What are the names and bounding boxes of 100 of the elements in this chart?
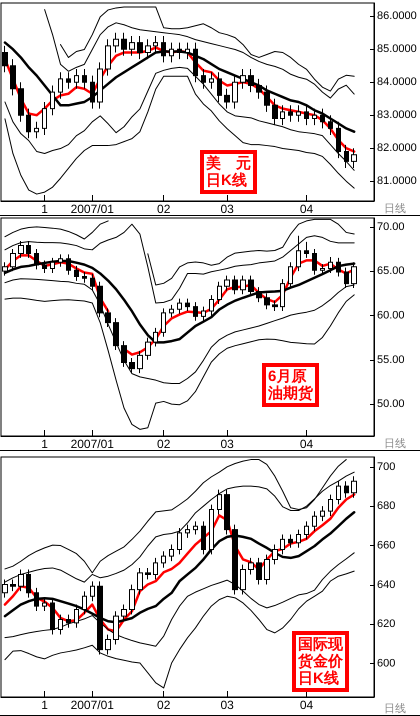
candlestick bbox=[129, 358, 135, 374]
x-tick-label: 2007/01 bbox=[70, 698, 114, 712]
annotation: 国际现货金价日K线 bbox=[292, 631, 349, 692]
x-tick-label: 04 bbox=[300, 437, 314, 451]
candlestick bbox=[304, 104, 309, 126]
candlestick bbox=[34, 121, 39, 139]
candlestick bbox=[161, 550, 166, 568]
x-tick-label: 02 bbox=[157, 202, 171, 216]
candlestick bbox=[320, 506, 325, 522]
candlestick bbox=[224, 275, 230, 292]
x-tick-label: 2007/01 bbox=[70, 437, 114, 451]
candlestick bbox=[169, 304, 174, 318]
candlestick bbox=[121, 32, 127, 56]
candlestick bbox=[288, 104, 293, 122]
candlestick bbox=[248, 68, 254, 93]
candlestick bbox=[58, 72, 63, 100]
candlestick bbox=[137, 567, 143, 596]
candlestick bbox=[10, 58, 16, 96]
candlestick bbox=[18, 82, 24, 122]
candlestick bbox=[272, 98, 278, 126]
candlestick bbox=[161, 308, 166, 338]
x-tick-label: 1 bbox=[41, 202, 48, 216]
y-tick-label: 620 bbox=[377, 618, 396, 630]
candlestick bbox=[280, 104, 285, 126]
candlestick bbox=[129, 584, 135, 615]
candlestick bbox=[312, 510, 317, 532]
candlestick bbox=[193, 520, 198, 536]
y-tick-label: 83.0000 bbox=[377, 109, 417, 122]
candlestick bbox=[217, 489, 222, 515]
candlestick bbox=[137, 350, 143, 374]
candlestick bbox=[232, 75, 238, 110]
candlestick bbox=[18, 240, 24, 258]
x-tick-label: 02 bbox=[157, 698, 171, 712]
candlestick bbox=[320, 108, 325, 129]
x-tick-label: 2007/01 bbox=[70, 202, 114, 216]
candlestick bbox=[121, 340, 127, 368]
candlestick bbox=[296, 104, 301, 122]
candlestick bbox=[328, 494, 333, 517]
candlestick bbox=[217, 281, 222, 304]
y-tick-label: 65.00 bbox=[377, 265, 405, 278]
y-tick-label: 81.0000 bbox=[377, 175, 417, 188]
candlestick bbox=[288, 534, 293, 548]
y-tick-label: 660 bbox=[377, 540, 396, 552]
annotation: 6月原油期货 bbox=[262, 363, 319, 407]
candlestick bbox=[304, 520, 309, 540]
y-tick-label: 700 bbox=[377, 460, 396, 473]
candlestick bbox=[58, 614, 63, 635]
candlestick bbox=[113, 32, 119, 53]
candlestick bbox=[137, 36, 143, 60]
candlestick bbox=[74, 265, 79, 282]
candlestick bbox=[264, 554, 270, 585]
candlestick bbox=[177, 528, 182, 555]
candlestick bbox=[248, 557, 254, 575]
candlestick bbox=[296, 235, 301, 272]
candlestick bbox=[280, 278, 285, 312]
candlestick bbox=[240, 564, 246, 596]
candlestick bbox=[153, 557, 158, 580]
candlestick bbox=[240, 68, 246, 90]
candlestick bbox=[344, 144, 349, 168]
candlestick bbox=[248, 275, 254, 296]
candlestick bbox=[209, 72, 214, 90]
candlestick bbox=[304, 241, 309, 258]
candlestick bbox=[105, 308, 111, 328]
x-tick-label: 1 bbox=[41, 698, 48, 712]
y-tick-label: 55.00 bbox=[377, 354, 405, 366]
line-series bbox=[4, 224, 355, 304]
candlestick bbox=[26, 240, 31, 258]
candlestick bbox=[224, 88, 230, 110]
y-tick-label: 600 bbox=[377, 658, 396, 670]
candlestick bbox=[105, 634, 111, 656]
candlestick bbox=[66, 614, 71, 628]
candlestick bbox=[312, 108, 317, 126]
text: 日线 bbox=[384, 438, 406, 450]
candlestick bbox=[113, 318, 119, 351]
candlestick bbox=[336, 480, 341, 505]
candlestick bbox=[272, 300, 278, 312]
y-tick-label: 82.0000 bbox=[377, 142, 417, 154]
candlestick bbox=[82, 590, 87, 615]
candlestick bbox=[344, 480, 349, 498]
candlestick bbox=[232, 275, 238, 295]
candlestick bbox=[272, 544, 278, 565]
x-tick-label: 04 bbox=[300, 202, 314, 216]
candlestick bbox=[256, 286, 262, 303]
candlestick bbox=[90, 580, 95, 602]
x-tick-label: 03 bbox=[220, 698, 234, 712]
candlestick bbox=[256, 78, 262, 100]
candlestick bbox=[105, 38, 111, 76]
x-tick-label: 03 bbox=[220, 437, 234, 451]
candlestick bbox=[42, 598, 47, 612]
candlestick bbox=[209, 294, 214, 316]
text: 日线 bbox=[384, 203, 406, 215]
candlestick bbox=[264, 292, 270, 310]
candlestick bbox=[185, 524, 190, 538]
annotation: 美 元日K线 bbox=[200, 150, 257, 194]
candlestick bbox=[145, 567, 151, 580]
candlestick bbox=[280, 534, 285, 555]
y-tick-label: 85.0000 bbox=[377, 43, 417, 56]
candlestick bbox=[74, 68, 79, 90]
candlestick bbox=[296, 529, 301, 548]
candlestick bbox=[185, 298, 190, 312]
